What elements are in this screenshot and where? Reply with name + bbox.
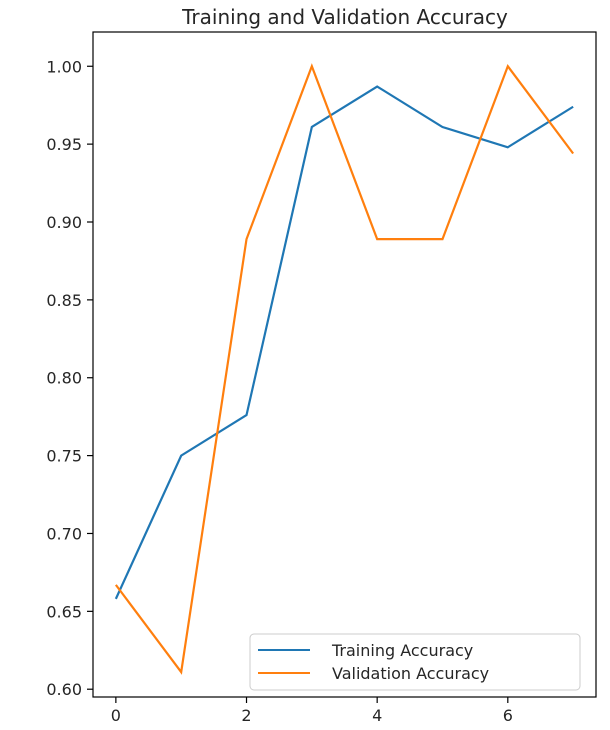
y-tick-label: 0.75 xyxy=(46,447,82,466)
series-layer xyxy=(114,63,575,675)
y-tick-label: 0.80 xyxy=(46,369,82,388)
y-tick-label: 0.65 xyxy=(46,602,82,621)
x-axis: 0 2 4 6 xyxy=(111,697,513,725)
x-tick-label: 0 xyxy=(111,706,121,725)
y-tick-label: 0.60 xyxy=(46,680,82,699)
y-tick-label: 0.70 xyxy=(46,524,82,543)
legend-box xyxy=(249,633,581,691)
y-tick-label: 0.95 xyxy=(46,135,82,154)
x-tick-label: 2 xyxy=(241,706,251,725)
series-line-validation xyxy=(114,63,575,675)
legend: Training Accuracy Validation Accuracy xyxy=(249,633,581,691)
y-tick-label: 1.00 xyxy=(46,57,82,76)
legend-label-validation: Validation Accuracy xyxy=(332,664,489,683)
chart-title: Training and Validation Accuracy xyxy=(181,5,508,29)
legend-label-training: Training Accuracy xyxy=(331,641,473,660)
x-tick-label: 4 xyxy=(372,706,382,725)
y-tick-label: 0.90 xyxy=(46,213,82,232)
x-tick-label: 6 xyxy=(503,706,513,725)
y-axis: 0.60 0.65 0.70 0.75 0.80 0.85 0.90 0.95 1.00 xyxy=(46,57,93,699)
y-tick-label: 0.85 xyxy=(46,291,82,310)
plot-area xyxy=(92,31,597,698)
series-line-training xyxy=(114,85,574,600)
